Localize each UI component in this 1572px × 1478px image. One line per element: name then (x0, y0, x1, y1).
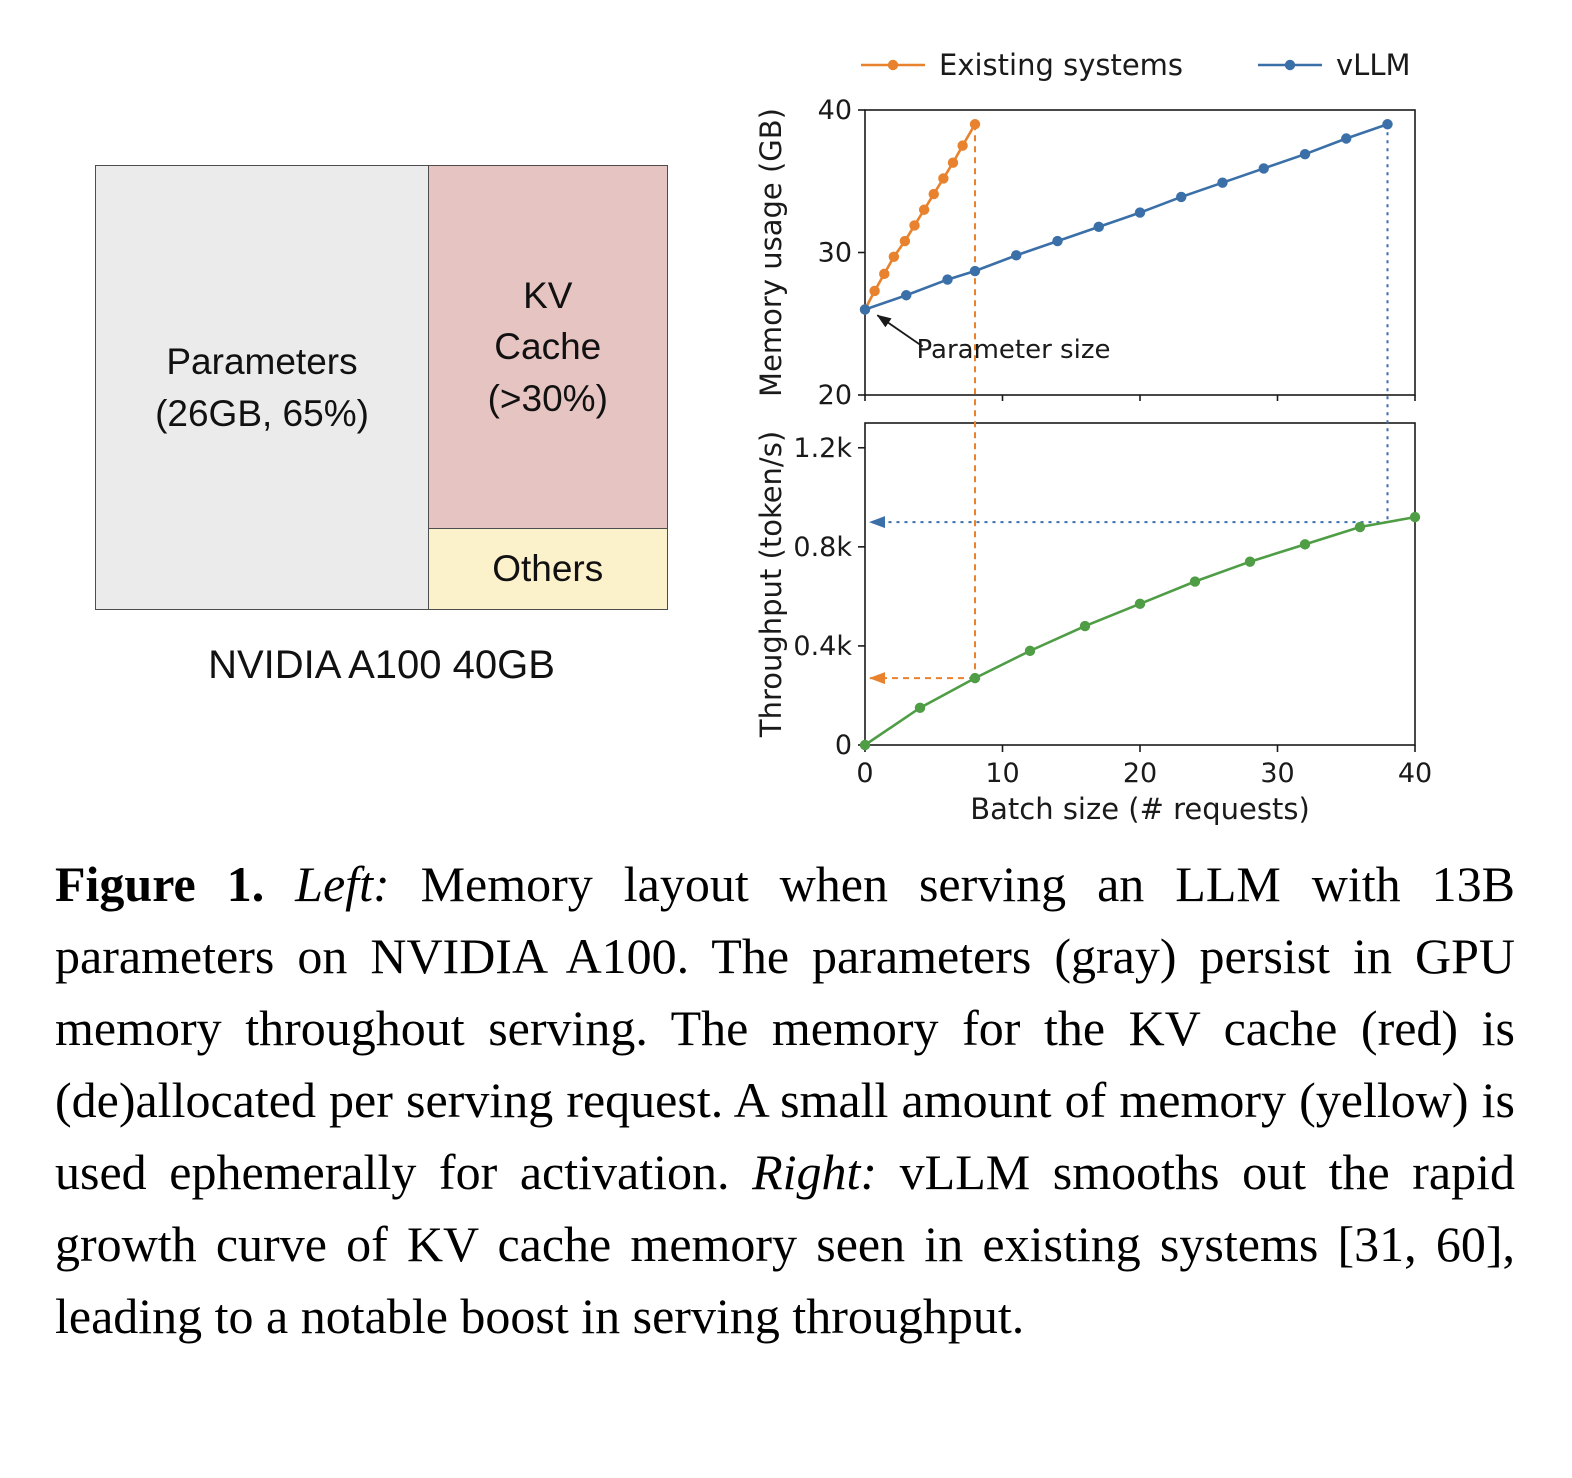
vllm-marker (1134, 207, 1146, 218)
existing-systems-marker (957, 140, 968, 151)
throughput-ytick: 0.8k (793, 532, 852, 563)
memory-ytick: 30 (818, 238, 852, 269)
caption-segment: Figure 1. (55, 856, 296, 912)
batch-xtick: 30 (1260, 758, 1294, 789)
throughput-marker (859, 739, 871, 751)
throughput-line (864, 515, 1416, 747)
kv-cache-block: KV Cache (>30%) (427, 165, 668, 529)
throughput-ylabel: Throughput (token/s) (755, 431, 788, 738)
vllm-marker (901, 290, 912, 301)
existing-systems-marker (928, 188, 939, 200)
existing-systems-marker (879, 268, 890, 280)
throughput-marker (1354, 521, 1366, 533)
caption-segment: Memory layout when serving an LLM with 1… (55, 856, 1515, 1200)
others-block: Others (427, 527, 668, 610)
figure-graphics: Parameters (26GB, 65%) KV Cache (>30%) O… (95, 48, 1432, 826)
gpu-label: NVIDIA A100 40GB (208, 643, 555, 687)
existing-systems-line (863, 123, 977, 311)
existing-systems-marker (869, 285, 880, 297)
figure-caption: Figure 1. Left: Memory layout when servi… (55, 848, 1515, 1352)
legend-label: vLLM (1336, 48, 1411, 82)
vllm-marker (969, 265, 981, 277)
vllm-marker (1217, 177, 1228, 188)
parameter-size-arrow (876, 314, 924, 348)
caption-segment: Right: (752, 1144, 900, 1200)
batch-xtick: 20 (1123, 758, 1157, 789)
throughput-marker (1024, 645, 1036, 657)
parameters-block: Parameters (26GB, 65%) (95, 165, 429, 610)
legend-marker (887, 59, 899, 71)
parameters-label-line2: (26GB, 65%) (155, 392, 369, 434)
vllm-marker (1176, 191, 1187, 203)
throughput-ytick: 1.2k (793, 433, 852, 464)
throughput-marker (914, 702, 926, 714)
throughput-plot-frame (864, 422, 1416, 746)
throughput-ytick: 0.4k (793, 631, 852, 662)
throughput-marker (1299, 539, 1311, 550)
throughput-marker (1244, 556, 1256, 567)
memory-layout-diagram: Parameters (26GB, 65%) KV Cache (>30%) O… (95, 165, 668, 695)
existing-systems-marker (909, 220, 920, 231)
kv-cache-label-line3: (>30%) (487, 377, 608, 419)
memory-ytick: 40 (818, 95, 852, 126)
others-label: Others (492, 548, 604, 590)
batch-xtick: 10 (985, 758, 1019, 789)
existing-systems-marker (918, 204, 930, 215)
caption-segment: vLLM smooths out the rapid growth curve … (55, 1144, 1515, 1344)
throughput-marker (1409, 511, 1421, 523)
batch-xtick: 0 (856, 758, 873, 789)
vllm-marker (1258, 163, 1269, 174)
throughput-marker (1189, 576, 1201, 587)
legend-marker (1284, 59, 1296, 71)
memory-throughput-charts: 20 30 40 0 0.4k 0.8k 1.2k 0 10 20 30 40 Memory usage… (755, 48, 1432, 826)
vllm-marker (942, 274, 953, 285)
throughput-marker (1079, 620, 1091, 632)
caption-segment: Left: (295, 856, 421, 912)
parameters-label-line1: Parameters (166, 341, 358, 383)
batch-xtick: 40 (1398, 758, 1432, 789)
vllm-marker (1093, 221, 1104, 233)
memory-ytick: 20 (818, 380, 852, 411)
existing-systems-marker (947, 157, 959, 168)
existing-systems-marker (969, 119, 981, 130)
kv-cache-label-line2: Cache (494, 326, 602, 368)
throughput-marker (1134, 598, 1146, 610)
vllm-marker (1341, 133, 1352, 144)
kv-cache-label-line1: KV (523, 275, 573, 317)
vllm-marker (1382, 119, 1393, 130)
memory-ylabel: Memory usage (GB) (755, 108, 788, 397)
existing-systems-marker (899, 235, 911, 247)
vllm-marker (1011, 250, 1022, 261)
throughput-ytick: 0 (835, 730, 852, 761)
existing-systems-marker (938, 173, 949, 184)
batch-size-xlabel: Batch size (# requests) (970, 792, 1310, 826)
vllm-marker (1299, 148, 1311, 160)
throughput-marker (969, 672, 981, 684)
existing-systems-marker (888, 251, 900, 262)
legend-label: Existing systems (939, 48, 1183, 82)
vllm-marker (859, 304, 871, 315)
vllm-marker (1052, 235, 1063, 247)
parameter-size-annotation: Parameter size (917, 335, 1111, 365)
